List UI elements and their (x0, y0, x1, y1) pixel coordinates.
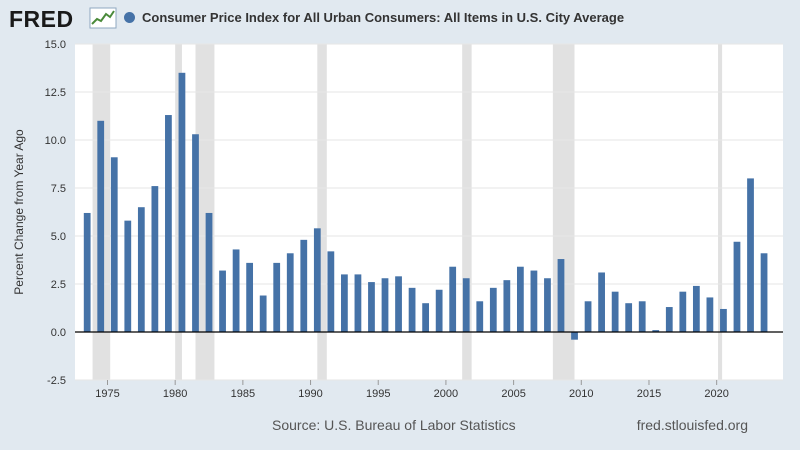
x-tick-label: 2020 (704, 388, 728, 400)
bar (449, 266, 457, 332)
bar (706, 297, 714, 332)
bar (544, 278, 551, 332)
bar (530, 270, 538, 332)
bar (476, 301, 484, 332)
bar (259, 295, 267, 332)
bar (273, 262, 281, 332)
bar (611, 291, 619, 332)
bar (368, 282, 375, 332)
y-tick-label: 0.0 (51, 327, 66, 339)
bar (165, 115, 172, 332)
line-chart-icon (89, 7, 117, 29)
bar (300, 239, 308, 332)
legend-marker (124, 12, 135, 23)
bar (733, 241, 741, 332)
source-text: Source: U.S. Bureau of Labor Statistics (272, 417, 516, 433)
x-tick-label: 1975 (95, 388, 119, 400)
bar (286, 253, 294, 332)
bar (395, 276, 402, 332)
bar (232, 249, 240, 332)
x-axis-ticks: 1975 1980 1985 1990 1995 2000 2005 2010 2015 2020 (95, 380, 729, 400)
bar (354, 274, 362, 332)
bar (489, 287, 497, 332)
bar (97, 120, 105, 332)
y-tick-label: 5.0 (51, 231, 66, 243)
bar (327, 251, 335, 332)
bar (313, 228, 321, 332)
bar (760, 253, 768, 332)
bar (110, 157, 118, 332)
y-axis-ticks: 15.0 12.5 10.0 7.5 5.0 2.5 0.0 -2.5 (45, 39, 66, 387)
bar (571, 332, 578, 340)
recession-band (462, 44, 472, 380)
bar (557, 259, 565, 332)
bar (151, 186, 159, 332)
bar (205, 212, 213, 332)
bar (341, 274, 348, 332)
bar (219, 270, 226, 332)
bar (246, 262, 254, 332)
bar (462, 278, 470, 332)
chart-header: FRED Consumer Price Index for All Urban … (0, 0, 800, 38)
y-tick-label: 7.5 (51, 183, 66, 195)
y-tick-label: 10.0 (45, 135, 66, 147)
bar (83, 212, 91, 332)
bar (137, 207, 145, 332)
bar (192, 134, 199, 332)
x-tick-label: 1995 (366, 388, 390, 400)
x-tick-label: 2010 (569, 388, 593, 400)
bar (692, 285, 700, 332)
bar (625, 303, 633, 332)
bar (408, 287, 416, 332)
y-tick-label: 2.5 (51, 279, 66, 291)
bar (638, 301, 646, 332)
y-tick-label: -2.5 (47, 375, 66, 387)
x-tick-label: 1985 (231, 388, 255, 400)
bar (665, 307, 673, 332)
bar (381, 278, 389, 332)
bar (422, 303, 429, 332)
x-tick-label: 2015 (637, 388, 661, 400)
bar (516, 266, 524, 332)
y-tick-label: 15.0 (45, 39, 66, 51)
x-tick-label: 2005 (501, 388, 525, 400)
bar (584, 301, 592, 332)
bar (652, 330, 660, 332)
x-tick-label: 1990 (298, 388, 322, 400)
bar-series (83, 72, 768, 340)
bar (503, 280, 511, 332)
bar (598, 272, 605, 332)
y-tick-label: 12.5 (45, 87, 66, 99)
chart-title[interactable]: Consumer Price Index for All Urban Consu… (142, 10, 625, 25)
recession-band (718, 44, 723, 380)
site-link[interactable]: fred.stlouisfed.org (636, 417, 748, 433)
bar (679, 291, 687, 332)
bar (747, 178, 754, 332)
bar (435, 289, 443, 332)
bar (124, 220, 132, 332)
bar (178, 72, 186, 333)
x-tick-label: 2000 (434, 388, 458, 400)
bar (720, 308, 727, 332)
y-axis-label: Percent Change from Year Ago (12, 129, 26, 295)
fred-logo[interactable]: FRED (9, 6, 74, 32)
recession-band (317, 44, 327, 380)
x-tick-label: 1980 (163, 388, 187, 400)
